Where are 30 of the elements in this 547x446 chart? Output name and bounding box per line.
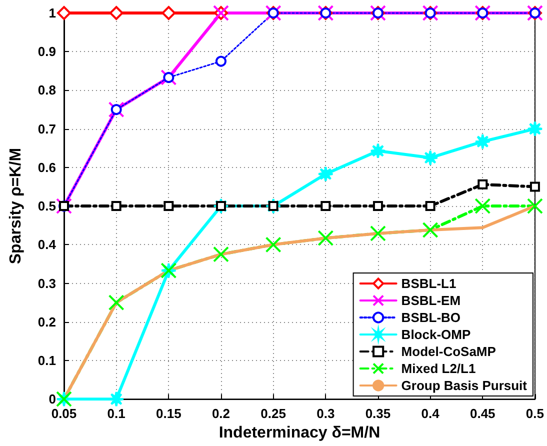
y-tick-label: 0.4 bbox=[38, 237, 57, 252]
y-tick-label: 0.5 bbox=[38, 198, 56, 214]
y-tick-label: 0.2 bbox=[38, 314, 56, 330]
y-tick-label: 0.8 bbox=[38, 82, 56, 98]
y-tick-label: 0.9 bbox=[38, 44, 56, 60]
x-axis-title: Indeterminacy δ=M/N bbox=[218, 424, 380, 442]
legend-label: Block-OMP bbox=[401, 327, 471, 342]
legend-label: Group Basis Pursuit bbox=[401, 378, 528, 393]
y-tick-label: 0 bbox=[48, 392, 56, 407]
legend-label: Mixed L2/L1 bbox=[401, 361, 476, 376]
legend-label: BSBL-BO bbox=[401, 310, 461, 325]
x-tick-label: 0.1 bbox=[107, 406, 126, 422]
x-tick-label: 0.4 bbox=[421, 406, 440, 422]
legend-label: Model-CoSaMP bbox=[401, 344, 496, 359]
y-tick-label: 0.3 bbox=[38, 276, 56, 291]
y-axis-title: Sparsity ρ=K/M bbox=[8, 148, 24, 264]
x-tick-label: 0.3 bbox=[316, 406, 335, 422]
x-tick-label: 0.35 bbox=[365, 406, 391, 422]
x-tick-label: 0.25 bbox=[260, 406, 286, 422]
y-tick-label: 0.1 bbox=[38, 352, 56, 368]
legend-label: BSBL-EM bbox=[401, 293, 461, 308]
x-tick-label: 0.2 bbox=[212, 406, 230, 422]
legend-label: BSBL-L1 bbox=[401, 276, 456, 291]
x-tick-label: 0.15 bbox=[156, 406, 182, 422]
x-tick-label: 0.5 bbox=[526, 406, 544, 422]
y-tick-label: 0.6 bbox=[38, 160, 56, 175]
x-tick-label: 0.05 bbox=[51, 406, 77, 422]
x-tick-label: 0.45 bbox=[470, 406, 496, 422]
y-tick-label: 0.7 bbox=[38, 121, 56, 136]
y-tick-label: 1 bbox=[48, 6, 56, 20]
